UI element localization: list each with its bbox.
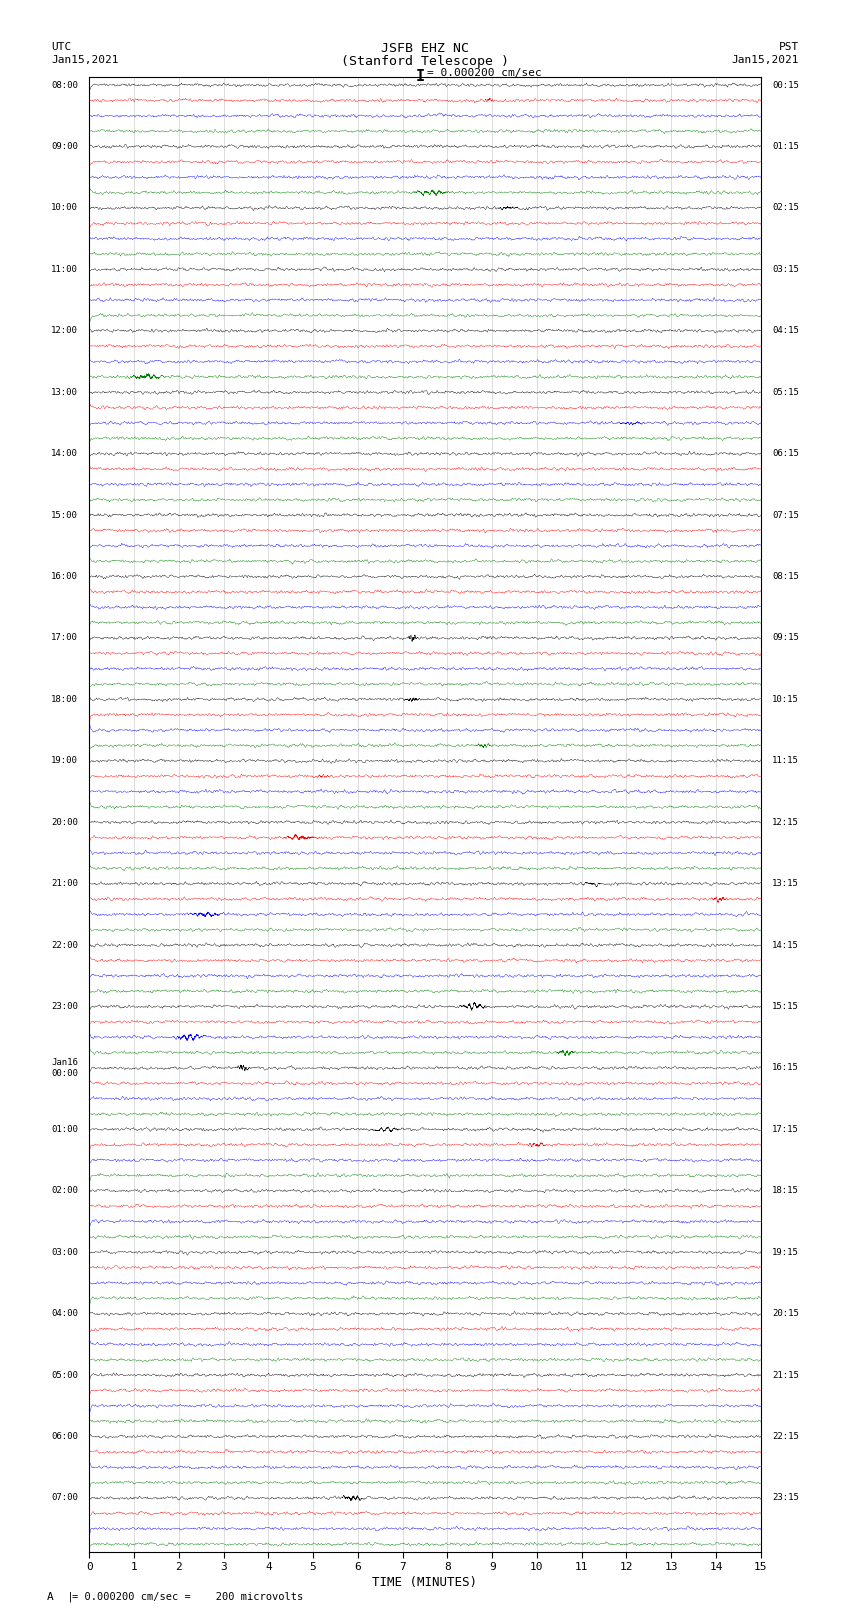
Text: 16:15: 16:15 — [772, 1063, 799, 1073]
Text: 10:15: 10:15 — [772, 695, 799, 703]
Text: 21:00: 21:00 — [51, 879, 78, 889]
Text: 23:15: 23:15 — [772, 1494, 799, 1502]
Text: 19:00: 19:00 — [51, 756, 78, 765]
Text: PST: PST — [779, 42, 799, 52]
Text: 23:00: 23:00 — [51, 1002, 78, 1011]
Text: 05:15: 05:15 — [772, 387, 799, 397]
Text: 12:00: 12:00 — [51, 326, 78, 336]
Text: 05:00: 05:00 — [51, 1371, 78, 1379]
Text: 08:15: 08:15 — [772, 573, 799, 581]
Text: 02:15: 02:15 — [772, 203, 799, 213]
Text: 14:00: 14:00 — [51, 448, 78, 458]
Text: 07:15: 07:15 — [772, 511, 799, 519]
Text: 12:15: 12:15 — [772, 818, 799, 827]
Text: 09:15: 09:15 — [772, 634, 799, 642]
Text: 11:15: 11:15 — [772, 756, 799, 765]
Text: 02:00: 02:00 — [51, 1186, 78, 1195]
Text: 04:15: 04:15 — [772, 326, 799, 336]
Text: 18:15: 18:15 — [772, 1186, 799, 1195]
Text: 22:00: 22:00 — [51, 940, 78, 950]
Text: UTC: UTC — [51, 42, 71, 52]
Text: 15:00: 15:00 — [51, 511, 78, 519]
Text: 15:15: 15:15 — [772, 1002, 799, 1011]
Text: JSFB EHZ NC: JSFB EHZ NC — [381, 42, 469, 55]
X-axis label: TIME (MINUTES): TIME (MINUTES) — [372, 1576, 478, 1589]
Text: 19:15: 19:15 — [772, 1248, 799, 1257]
Text: 13:00: 13:00 — [51, 387, 78, 397]
Text: 17:00: 17:00 — [51, 634, 78, 642]
Text: 06:15: 06:15 — [772, 448, 799, 458]
Text: 08:00: 08:00 — [51, 81, 78, 90]
Text: 03:15: 03:15 — [772, 265, 799, 274]
Text: 21:15: 21:15 — [772, 1371, 799, 1379]
Text: 22:15: 22:15 — [772, 1432, 799, 1440]
Text: 18:00: 18:00 — [51, 695, 78, 703]
Text: Jan15,2021: Jan15,2021 — [51, 55, 118, 65]
Text: Jan15,2021: Jan15,2021 — [732, 55, 799, 65]
Text: 20:15: 20:15 — [772, 1310, 799, 1318]
Text: I: I — [416, 69, 425, 84]
Text: 16:00: 16:00 — [51, 573, 78, 581]
Text: 01:15: 01:15 — [772, 142, 799, 152]
Text: 00:15: 00:15 — [772, 81, 799, 90]
Text: 14:15: 14:15 — [772, 940, 799, 950]
Text: 13:15: 13:15 — [772, 879, 799, 889]
Text: (Stanford Telescope ): (Stanford Telescope ) — [341, 55, 509, 68]
Text: 06:00: 06:00 — [51, 1432, 78, 1440]
Text: 03:00: 03:00 — [51, 1248, 78, 1257]
Text: 11:00: 11:00 — [51, 265, 78, 274]
Text: = 0.000200 cm/sec: = 0.000200 cm/sec — [427, 68, 541, 77]
Text: = 0.000200 cm/sec =    200 microvolts: = 0.000200 cm/sec = 200 microvolts — [72, 1592, 303, 1602]
Text: 10:00: 10:00 — [51, 203, 78, 213]
Text: Jan16
00:00: Jan16 00:00 — [51, 1058, 78, 1077]
Text: 07:00: 07:00 — [51, 1494, 78, 1502]
Text: 20:00: 20:00 — [51, 818, 78, 827]
Text: 17:15: 17:15 — [772, 1124, 799, 1134]
Text: 04:00: 04:00 — [51, 1310, 78, 1318]
Text: 09:00: 09:00 — [51, 142, 78, 152]
Text: A  |: A | — [47, 1590, 74, 1602]
Text: 01:00: 01:00 — [51, 1124, 78, 1134]
